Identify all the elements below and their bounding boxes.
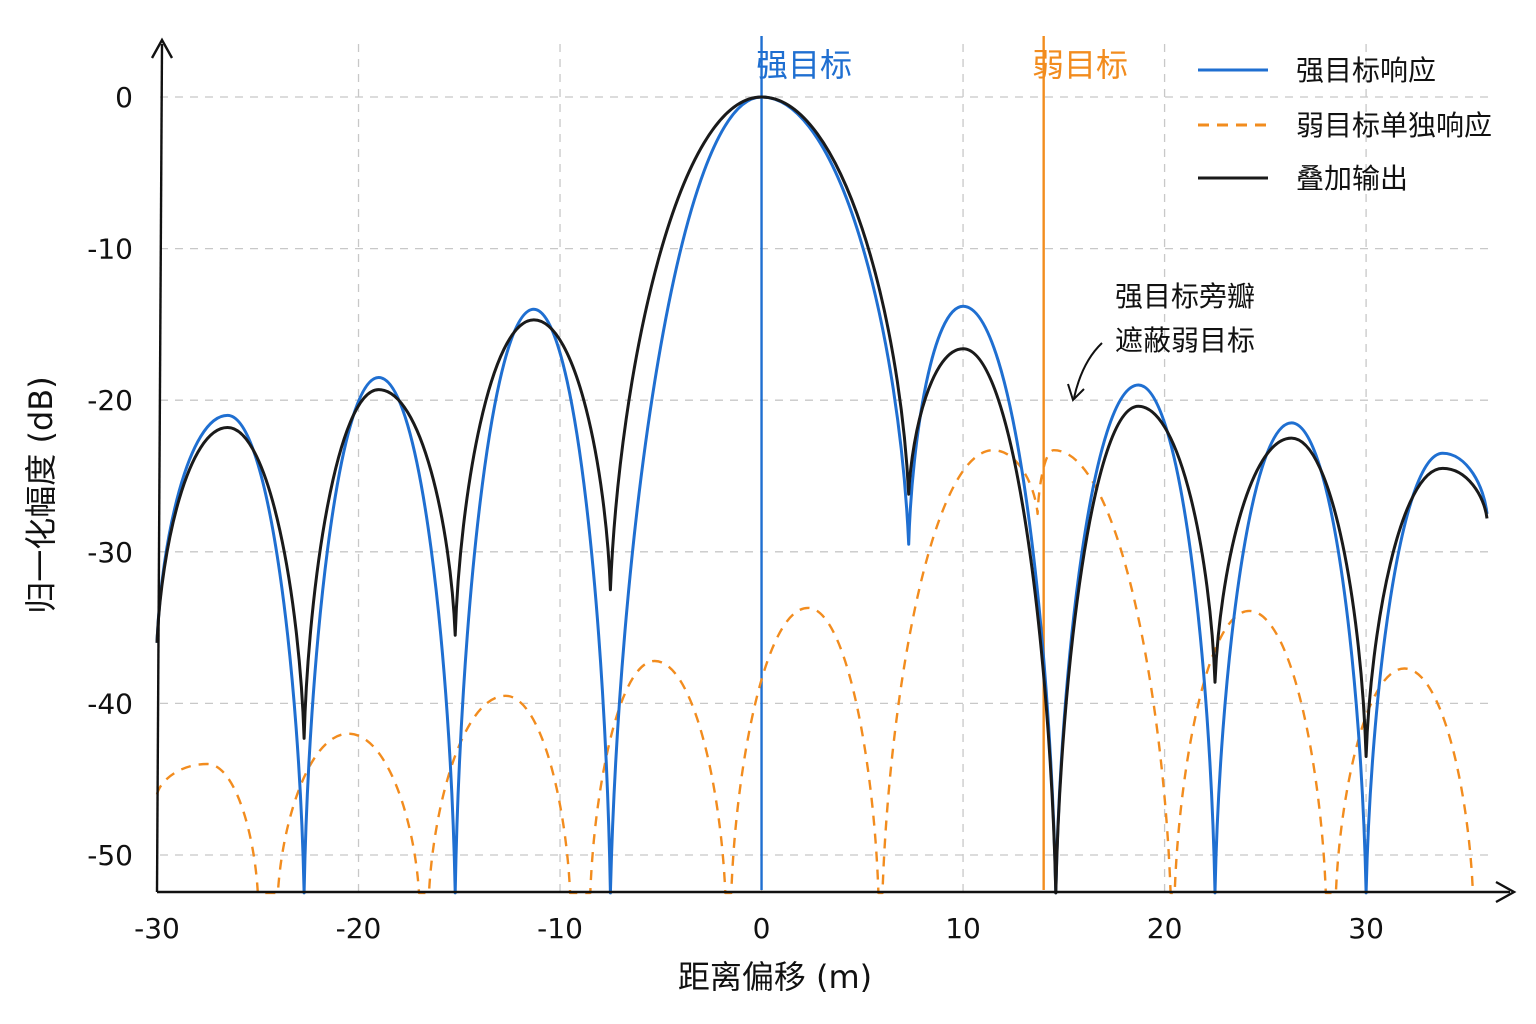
y-tick-label: 0 [115, 81, 133, 114]
strong-target-label: 强目标 [756, 46, 852, 84]
x-axis-title: 距离偏移 (m) [678, 958, 872, 996]
y-tick-label: -30 [87, 536, 133, 569]
y-axis-title: 归一化幅度 (dB) [22, 376, 60, 613]
y-tick-label: -20 [87, 384, 133, 417]
target-markers [760, 36, 1045, 890]
annotation-arrowhead [1067, 383, 1085, 402]
x-tick-label: 30 [1348, 912, 1384, 945]
weak-target-label: 弱目标 [1032, 46, 1128, 84]
series-line-weak [155, 449, 1475, 895]
grid [160, 44, 1492, 892]
annotation-line-2: 遮蔽弱目标 [1115, 324, 1255, 357]
axes [150, 37, 1517, 904]
y-tick-labels: 0 -10 -20 -30 -40 -50 [87, 81, 133, 872]
x-tick-label: 20 [1147, 912, 1183, 945]
series-line-sum [155, 95, 1489, 895]
x-axis-arrow [1495, 880, 1517, 904]
legend-label-sum: 叠加输出 [1296, 162, 1408, 195]
y-tick-label: -40 [87, 687, 133, 720]
legend-label-strong: 强目标响应 [1296, 54, 1436, 87]
y-tick-label: -10 [87, 233, 133, 266]
x-tick-label: -10 [537, 912, 583, 945]
series-line-strong [155, 95, 1489, 895]
legend: 强目标响应 弱目标单独响应 叠加输出 [1198, 54, 1492, 195]
x-tick-label: 0 [753, 912, 771, 945]
y-axis-line [155, 43, 164, 893]
annotation-arrow [1073, 342, 1103, 399]
series-lines [155, 95, 1489, 895]
legend-label-weak: 弱目标单独响应 [1296, 109, 1492, 142]
annotation: 强目标旁瓣 遮蔽弱目标 [1067, 280, 1255, 402]
y-axis-arrow [150, 37, 174, 59]
x-tick-label: -20 [336, 912, 382, 945]
y-tick-label: -50 [87, 839, 133, 872]
x-tick-labels: -30 -20 -10 0 10 20 30 [134, 912, 1384, 945]
annotation-line-1: 强目标旁瓣 [1115, 280, 1255, 313]
x-tick-label: -30 [134, 912, 180, 945]
x-tick-label: 10 [945, 912, 981, 945]
